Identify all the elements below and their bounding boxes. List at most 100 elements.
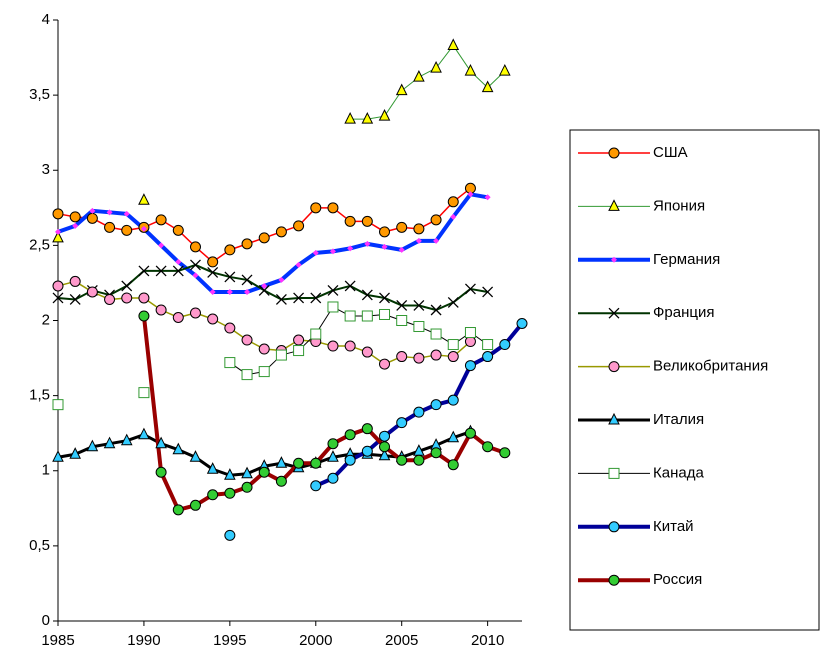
marker xyxy=(464,427,476,439)
marker xyxy=(379,292,390,304)
marker xyxy=(396,417,408,429)
marker xyxy=(464,283,476,295)
marker xyxy=(516,318,528,330)
marker xyxy=(464,327,476,339)
legend-label: Италия xyxy=(653,411,704,428)
marker xyxy=(484,194,491,201)
series-line xyxy=(57,192,488,294)
marker xyxy=(379,358,391,370)
marker xyxy=(224,487,236,499)
marker xyxy=(155,304,167,316)
marker xyxy=(312,249,319,256)
marker xyxy=(55,228,61,235)
marker xyxy=(241,369,253,381)
marker xyxy=(467,191,474,198)
legend-label: Канада xyxy=(653,464,704,481)
marker xyxy=(192,272,199,279)
marker xyxy=(275,475,287,487)
marker xyxy=(430,349,442,361)
marker xyxy=(413,454,425,466)
marker xyxy=(310,328,322,340)
marker xyxy=(106,209,113,216)
marker xyxy=(430,60,442,73)
marker xyxy=(310,292,322,304)
marker xyxy=(464,360,476,372)
marker xyxy=(447,297,459,308)
marker xyxy=(224,529,236,541)
marker xyxy=(121,280,133,292)
marker xyxy=(413,69,425,82)
marker xyxy=(241,466,253,479)
marker xyxy=(310,480,322,492)
marker xyxy=(138,292,150,304)
marker xyxy=(69,294,81,305)
marker xyxy=(413,223,425,235)
marker xyxy=(608,307,620,319)
series-line xyxy=(57,187,471,263)
marker xyxy=(447,196,459,208)
marker xyxy=(138,265,150,277)
marker xyxy=(172,224,184,236)
marker xyxy=(310,457,322,469)
marker xyxy=(447,394,459,406)
marker xyxy=(447,351,459,363)
marker xyxy=(447,430,460,443)
marker xyxy=(378,109,391,121)
marker xyxy=(261,282,268,289)
marker xyxy=(275,456,288,468)
marker xyxy=(361,289,373,301)
marker xyxy=(344,112,356,124)
marker xyxy=(258,366,270,378)
marker xyxy=(396,315,408,326)
marker xyxy=(398,246,405,253)
marker xyxy=(224,468,236,480)
marker xyxy=(396,351,408,363)
marker xyxy=(396,300,408,311)
marker xyxy=(138,387,150,399)
marker xyxy=(433,237,440,244)
marker xyxy=(327,450,339,462)
x-tick-label: 2010 xyxy=(471,632,504,649)
marker xyxy=(396,454,408,466)
marker xyxy=(69,447,81,459)
marker xyxy=(327,301,339,313)
marker xyxy=(293,457,305,469)
marker xyxy=(499,63,511,76)
x-tick-label: 1985 xyxy=(41,632,74,649)
marker xyxy=(293,292,305,304)
y-tick-label: 4 xyxy=(42,11,50,28)
marker xyxy=(482,339,494,351)
marker xyxy=(413,300,425,311)
marker xyxy=(172,504,184,516)
marker xyxy=(464,63,477,76)
marker xyxy=(344,454,356,466)
marker xyxy=(447,38,460,51)
marker xyxy=(447,339,459,351)
marker xyxy=(86,286,98,298)
marker xyxy=(172,311,184,323)
y-tick-label: 2,5 xyxy=(29,236,50,253)
marker xyxy=(190,259,201,271)
marker xyxy=(89,207,96,214)
marker xyxy=(241,238,253,250)
marker xyxy=(361,346,373,358)
marker xyxy=(224,357,236,369)
marker xyxy=(224,322,236,334)
marker xyxy=(344,310,356,322)
marker xyxy=(327,340,339,352)
marker xyxy=(430,304,442,316)
marker xyxy=(138,193,150,205)
marker xyxy=(310,202,322,214)
y-tick-label: 0,5 xyxy=(29,537,50,554)
marker xyxy=(361,423,373,435)
marker xyxy=(295,261,302,268)
marker xyxy=(140,225,147,232)
marker xyxy=(275,294,287,305)
marker xyxy=(52,280,64,292)
marker xyxy=(482,351,494,363)
marker xyxy=(293,345,305,357)
marker xyxy=(123,210,130,217)
marker xyxy=(415,237,422,244)
marker xyxy=(241,274,253,286)
marker xyxy=(447,459,459,471)
